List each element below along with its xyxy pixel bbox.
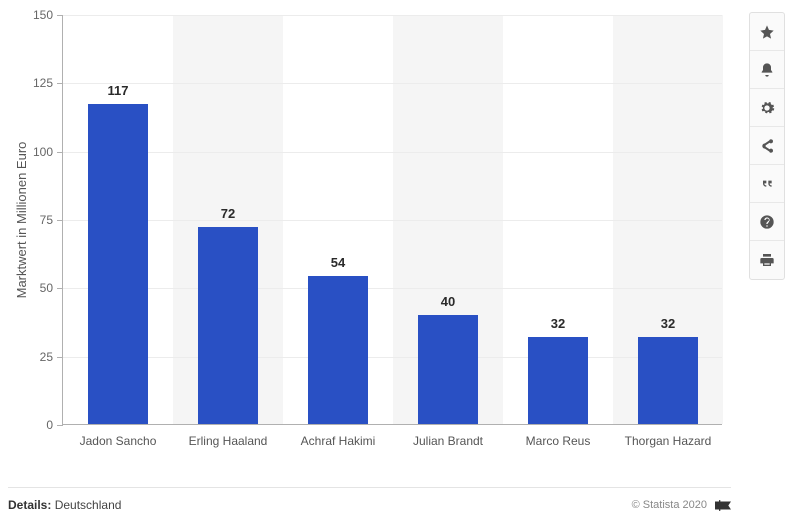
y-tick-label: 75 xyxy=(40,213,53,227)
bar-value-label: 117 xyxy=(108,83,129,98)
plot-area: 0255075100125150117Jadon Sancho72Erling … xyxy=(62,15,722,425)
bar-group: 32Thorgan Hazard xyxy=(613,15,723,424)
footer: Details: Deutschland © Statista 2020 xyxy=(8,487,731,512)
bar-value-label: 32 xyxy=(661,316,675,331)
bar-group: 40Julian Brandt xyxy=(393,15,503,424)
bar[interactable]: 72 xyxy=(198,227,259,424)
y-tick-label: 50 xyxy=(40,281,53,295)
category-label: Achraf Hakimi xyxy=(301,434,376,448)
flag-icon[interactable] xyxy=(715,500,731,511)
bar-value-label: 32 xyxy=(551,316,565,331)
y-tick-label: 125 xyxy=(33,76,53,90)
share-button[interactable] xyxy=(750,127,784,165)
bar-group: 117Jadon Sancho xyxy=(63,15,173,424)
y-tick-label: 150 xyxy=(33,8,53,22)
category-label: Thorgan Hazard xyxy=(625,434,712,448)
settings-button[interactable] xyxy=(750,89,784,127)
star-icon xyxy=(759,24,775,40)
bar[interactable]: 117 xyxy=(88,104,149,424)
y-axis-label: Marktwert in Millionen Euro xyxy=(14,142,29,299)
favorite-button[interactable] xyxy=(750,13,784,51)
bar[interactable]: 32 xyxy=(638,337,699,424)
y-tick-mark xyxy=(57,425,63,426)
gear-icon xyxy=(759,100,775,116)
bar-group: 32Marco Reus xyxy=(503,15,613,424)
help-button[interactable] xyxy=(750,203,784,241)
cite-button[interactable] xyxy=(750,165,784,203)
bell-icon xyxy=(759,62,775,78)
help-icon xyxy=(759,214,775,230)
bar-value-label: 40 xyxy=(441,294,455,309)
bar-value-label: 72 xyxy=(221,206,235,221)
details-value: Deutschland xyxy=(55,498,122,512)
side-toolbar xyxy=(749,12,785,280)
bar[interactable]: 40 xyxy=(418,315,479,424)
category-label: Jadon Sancho xyxy=(80,434,157,448)
bar-group: 54Achraf Hakimi xyxy=(283,15,393,424)
notify-button[interactable] xyxy=(750,51,784,89)
footer-details[interactable]: Details: Deutschland xyxy=(8,498,121,512)
bar[interactable]: 32 xyxy=(528,337,589,424)
bar-value-label: 54 xyxy=(331,255,345,270)
footer-copyright: © Statista 2020 xyxy=(632,499,731,511)
print-button[interactable] xyxy=(750,241,784,279)
quote-icon xyxy=(759,176,775,192)
print-icon xyxy=(759,252,775,268)
category-label: Marco Reus xyxy=(526,434,591,448)
category-label: Erling Haaland xyxy=(189,434,268,448)
copyright-text: © Statista 2020 xyxy=(632,499,707,511)
y-tick-label: 0 xyxy=(46,418,53,432)
category-label: Julian Brandt xyxy=(413,434,483,448)
bar[interactable]: 54 xyxy=(308,276,369,424)
share-icon xyxy=(759,138,775,154)
y-tick-label: 100 xyxy=(33,145,53,159)
y-tick-label: 25 xyxy=(40,350,53,364)
bar-group: 72Erling Haaland xyxy=(173,15,283,424)
details-label: Details: xyxy=(8,498,51,512)
chart-container: Marktwert in Millionen Euro 025507510012… xyxy=(0,0,740,470)
